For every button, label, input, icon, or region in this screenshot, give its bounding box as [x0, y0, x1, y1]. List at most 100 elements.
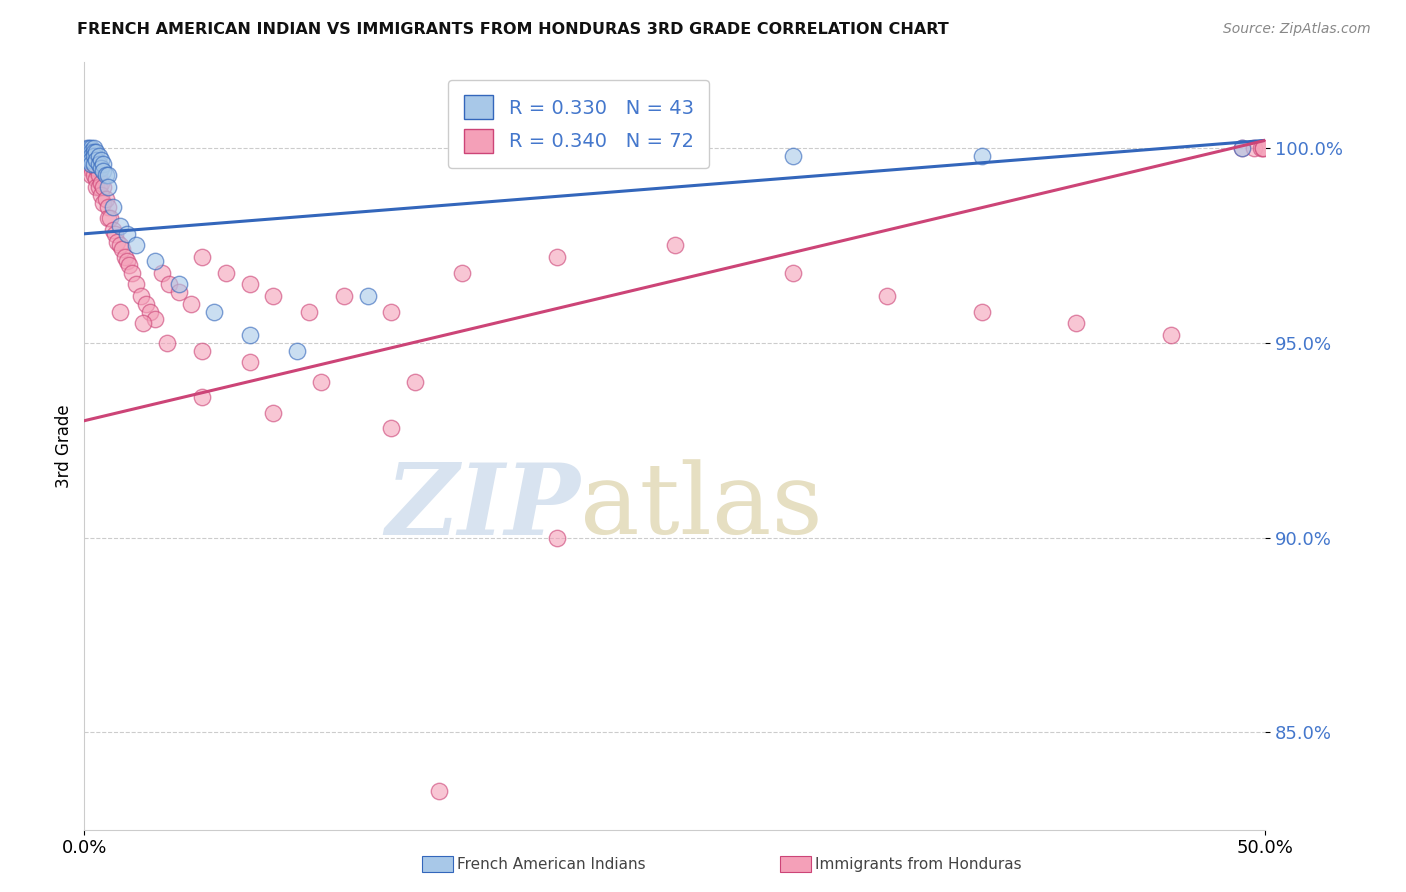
Point — [108, 238, 131, 252]
Point — [91, 157, 114, 171]
Point — [143, 312, 166, 326]
Point — [309, 375, 332, 389]
Point — [115, 254, 138, 268]
Point — [84, 145, 107, 159]
Point — [76, 149, 98, 163]
Point — [97, 180, 120, 194]
Point — [80, 153, 103, 167]
Point — [451, 149, 474, 163]
Point — [156, 335, 179, 350]
Point — [239, 277, 262, 292]
Text: FRENCH AMERICAN INDIAN VS IMMIGRANTS FROM HONDURAS 3RD GRADE CORRELATION CHART: FRENCH AMERICAN INDIAN VS IMMIGRANTS FRO… — [77, 22, 949, 37]
Point — [167, 285, 190, 300]
Point — [139, 304, 162, 318]
Point — [333, 289, 356, 303]
Point — [215, 266, 238, 280]
Point — [76, 141, 98, 155]
Point — [546, 531, 568, 545]
Point — [107, 235, 129, 249]
Text: Immigrants from Honduras: Immigrants from Honduras — [815, 857, 1022, 871]
Point — [77, 153, 100, 167]
Point — [91, 180, 114, 194]
Point — [1160, 328, 1182, 343]
Point — [157, 277, 180, 292]
Point — [101, 223, 124, 237]
Point — [108, 304, 131, 318]
Point — [90, 187, 112, 202]
Point — [1230, 141, 1253, 155]
Point — [129, 289, 152, 303]
Point — [191, 250, 214, 264]
Point — [87, 169, 110, 183]
Point — [357, 289, 380, 303]
Text: atlas: atlas — [581, 459, 823, 555]
Point — [125, 238, 148, 252]
Point — [782, 266, 804, 280]
Point — [90, 161, 112, 175]
Point — [262, 406, 284, 420]
Point — [150, 266, 173, 280]
Point — [77, 149, 100, 163]
Point — [427, 783, 450, 797]
Point — [262, 289, 284, 303]
Text: ZIP: ZIP — [385, 459, 581, 556]
Point — [180, 297, 202, 311]
Point — [970, 149, 993, 163]
Point — [115, 227, 138, 241]
Point — [83, 157, 105, 171]
Point — [90, 153, 112, 167]
Point — [77, 141, 100, 155]
Point — [143, 254, 166, 268]
Point — [202, 304, 225, 318]
Point — [1230, 141, 1253, 155]
Point — [77, 149, 100, 163]
Point — [83, 157, 105, 171]
Point — [87, 180, 110, 194]
Point — [76, 153, 98, 167]
Point — [782, 149, 804, 163]
Point — [970, 304, 993, 318]
Point — [135, 297, 157, 311]
Point — [80, 149, 103, 163]
Point — [97, 211, 120, 226]
Point — [80, 161, 103, 175]
Text: Source: ZipAtlas.com: Source: ZipAtlas.com — [1223, 22, 1371, 37]
Point — [239, 328, 262, 343]
Point — [91, 164, 114, 178]
Point — [80, 157, 103, 171]
Point — [876, 289, 898, 303]
Y-axis label: 3rd Grade: 3rd Grade — [55, 404, 73, 488]
Point — [664, 238, 686, 252]
Point — [664, 149, 686, 163]
Point — [80, 141, 103, 155]
Text: French American Indians: French American Indians — [457, 857, 645, 871]
Point — [84, 172, 107, 186]
Point — [451, 266, 474, 280]
Point — [1251, 141, 1274, 155]
Point — [98, 211, 121, 226]
Point — [90, 176, 112, 190]
Point — [546, 250, 568, 264]
Point — [380, 304, 402, 318]
Point — [108, 219, 131, 233]
Point — [83, 149, 105, 163]
Point — [121, 266, 143, 280]
Point — [94, 192, 117, 206]
Point — [76, 157, 98, 171]
Point — [285, 343, 308, 358]
Point — [87, 157, 110, 171]
Point — [1066, 316, 1088, 330]
Point — [114, 250, 136, 264]
Point — [125, 277, 148, 292]
Point — [380, 421, 402, 435]
Point — [101, 200, 124, 214]
Point — [239, 355, 262, 369]
Legend: R = 0.330   N = 43, R = 0.340   N = 72: R = 0.330 N = 43, R = 0.340 N = 72 — [449, 79, 709, 168]
Point — [83, 141, 105, 155]
Point — [84, 153, 107, 167]
Point — [83, 169, 105, 183]
Point — [1250, 141, 1272, 155]
Point — [111, 243, 134, 257]
Point — [77, 161, 100, 175]
Point — [97, 200, 120, 214]
